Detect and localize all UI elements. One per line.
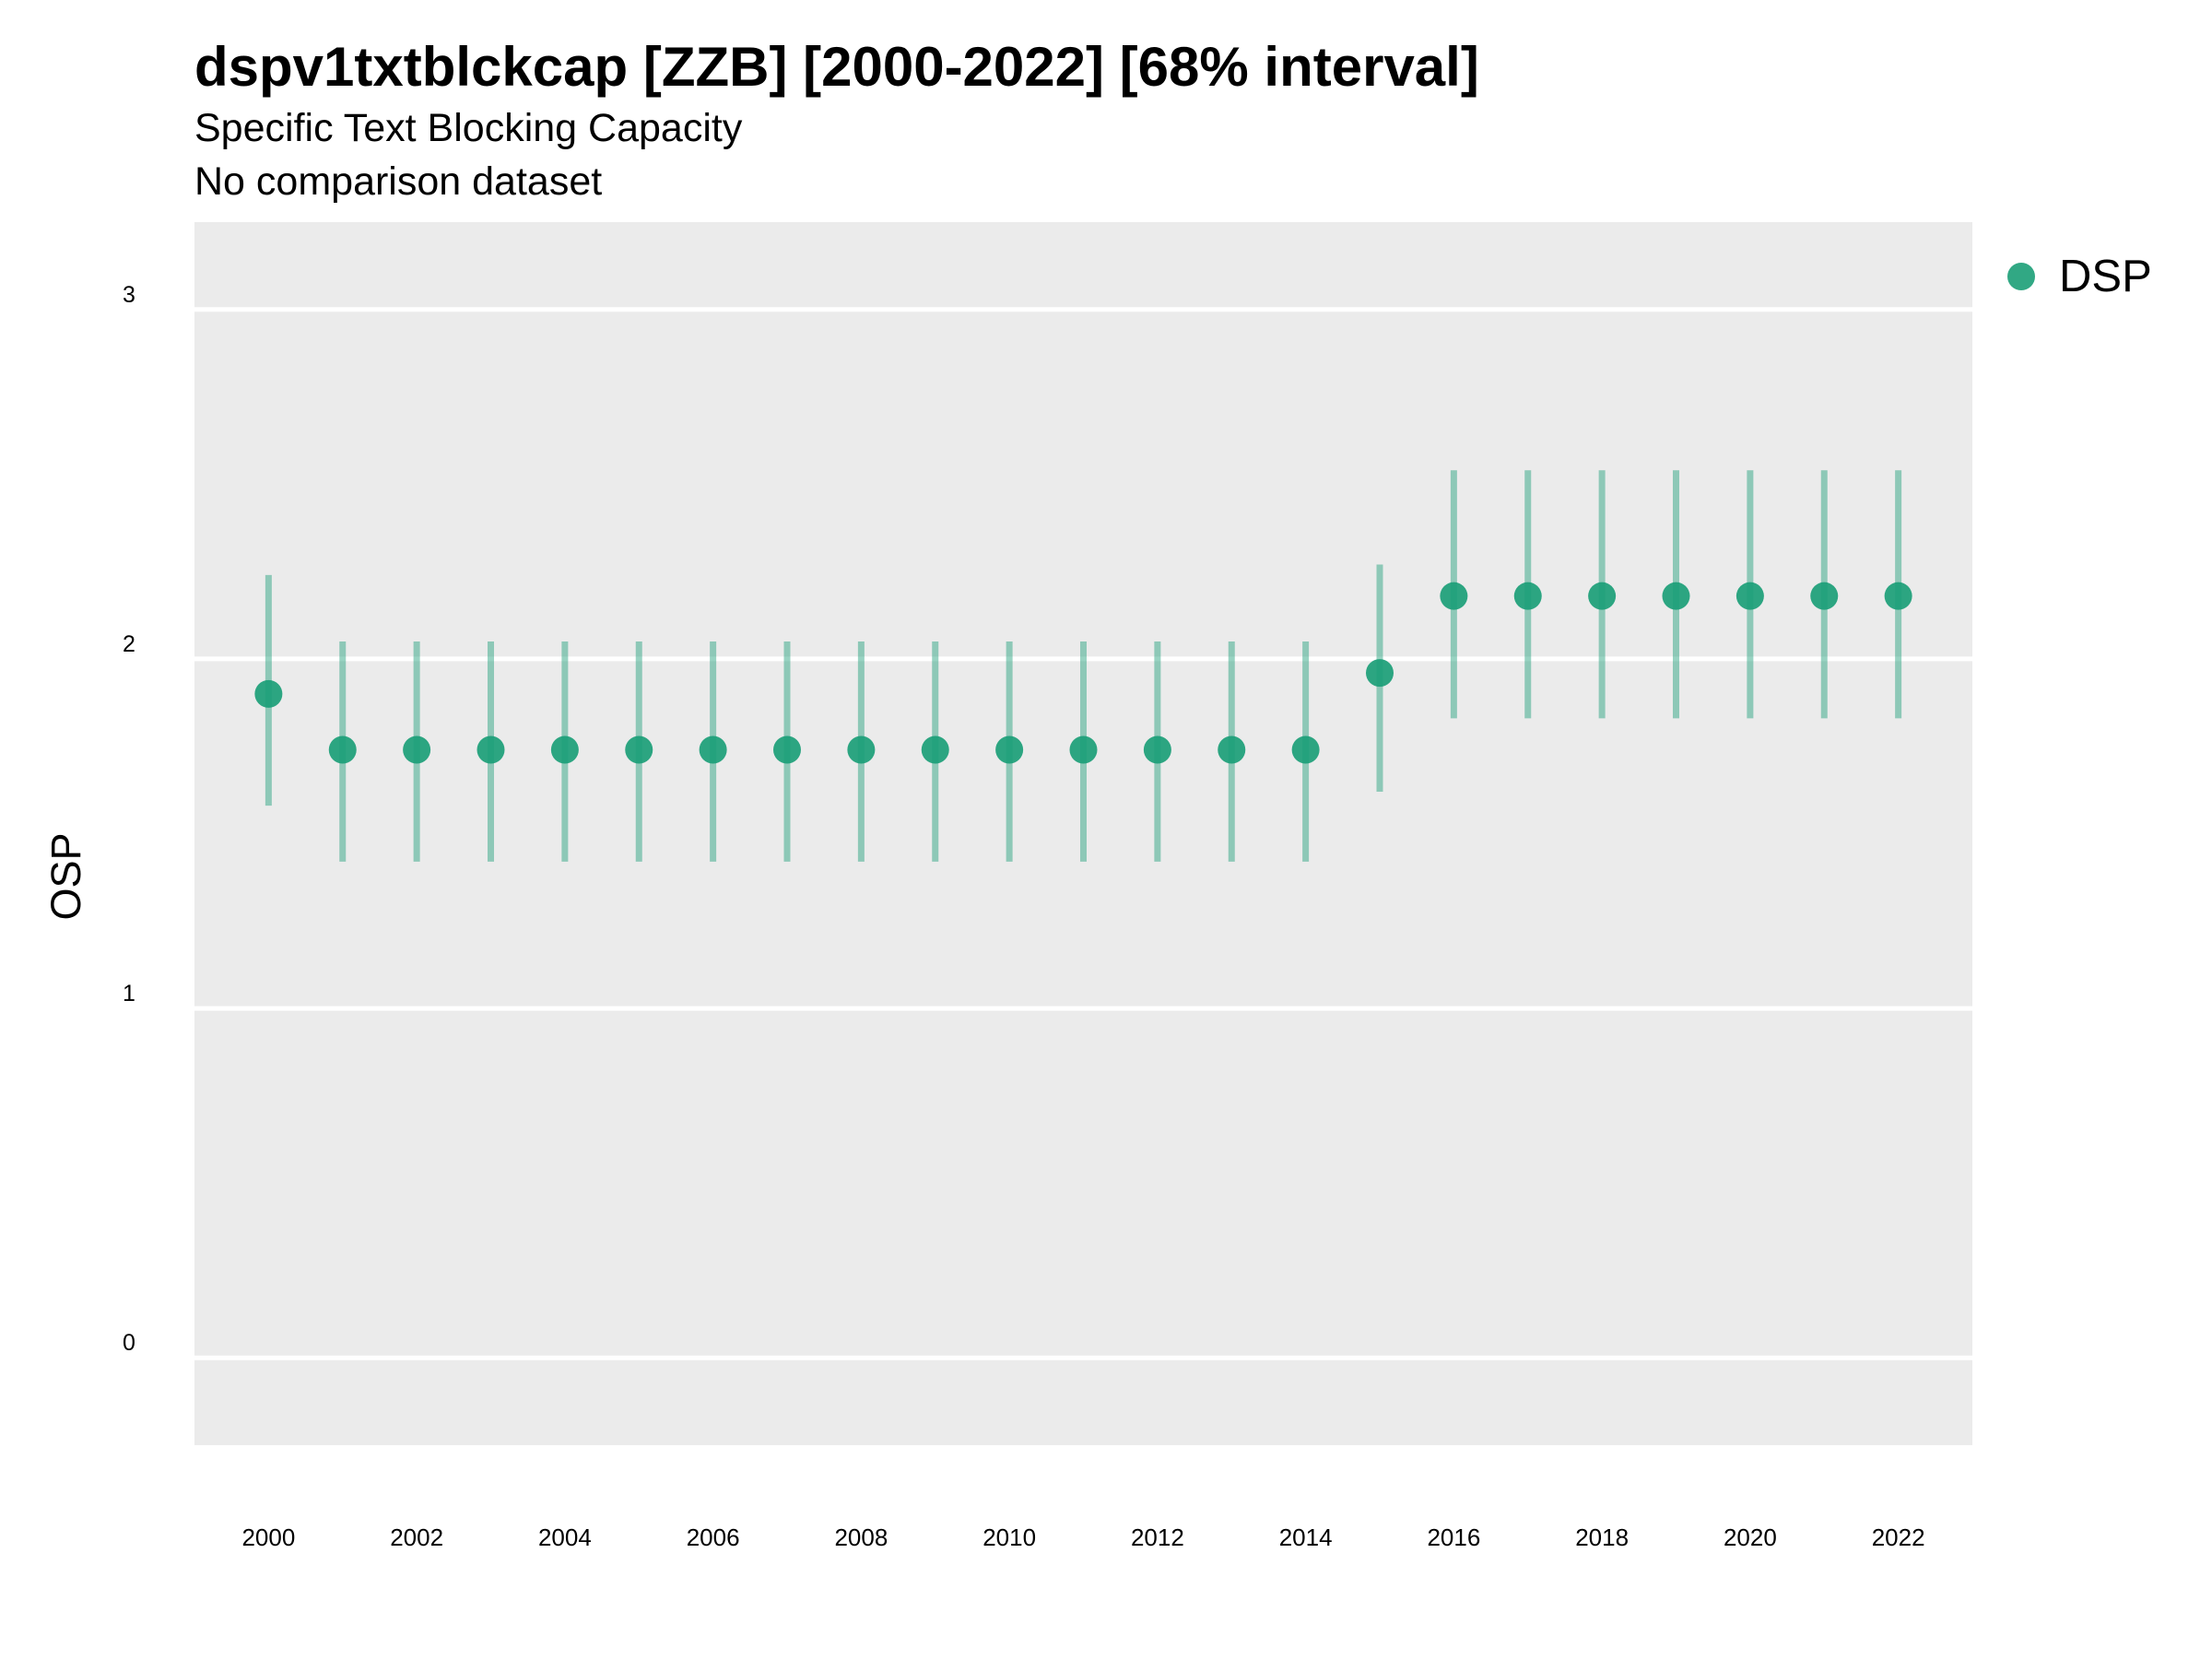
y-tick-label-2: 2 <box>123 631 135 657</box>
data-point-2014 <box>1291 735 1320 764</box>
x-tick-label-2004: 2004 <box>538 1524 592 1551</box>
data-point-2008 <box>847 735 876 764</box>
chart-title: dspv1txtblckcap [ZZB] [2000-2022] [68% i… <box>194 36 1479 98</box>
x-tick-label-2022: 2022 <box>1872 1524 1925 1551</box>
data-point-2007 <box>773 735 801 764</box>
x-tick-label-2016: 2016 <box>1427 1524 1480 1551</box>
data-point-2015 <box>1366 659 1394 688</box>
x-tick-label-2012: 2012 <box>1131 1524 1184 1551</box>
data-point-2013 <box>1218 735 1246 764</box>
data-point-2022 <box>1884 582 1912 610</box>
y-tick-label-3: 3 <box>123 282 135 308</box>
x-tick-label-2008: 2008 <box>834 1524 888 1551</box>
data-point-2001 <box>328 735 357 764</box>
x-tick-label-2006: 2006 <box>687 1524 740 1551</box>
data-point-2019 <box>1662 582 1690 610</box>
gridlines <box>157 307 1972 1360</box>
y-tick-label-0: 0 <box>123 1330 135 1356</box>
data-point-2006 <box>699 735 727 764</box>
data-point-2021 <box>1810 582 1839 610</box>
x-tick-labels: 2000 2002 2004 2006 2008 2010 2012 2014 2016 2018… <box>241 1524 1924 1551</box>
data-point-2010 <box>995 735 1024 764</box>
x-tick-label-2010: 2010 <box>982 1524 1036 1551</box>
data-series-dsp <box>254 470 1912 862</box>
data-point-2002 <box>403 735 431 764</box>
data-point-2020 <box>1735 582 1764 610</box>
plot-panel <box>194 222 1972 1445</box>
data-point-2016 <box>1440 582 1468 610</box>
chart-caption: No comparison dataset <box>194 159 603 204</box>
data-point-2004 <box>550 735 579 764</box>
data-point-2005 <box>625 735 653 764</box>
x-tick-label-2000: 2000 <box>241 1524 295 1551</box>
x-tick-label-2014: 2014 <box>1279 1524 1333 1551</box>
x-tick-label-2002: 2002 <box>390 1524 443 1551</box>
data-point-2017 <box>1513 582 1542 610</box>
data-point-2000 <box>254 679 283 708</box>
legend: DSP <box>2007 251 2152 302</box>
x-tick-label-2018: 2018 <box>1575 1524 1629 1551</box>
data-point-2011 <box>1069 735 1098 764</box>
data-point-2009 <box>921 735 949 764</box>
x-tick-label-2020: 2020 <box>1724 1524 1777 1551</box>
data-point-2003 <box>477 735 505 764</box>
legend-key-dsp <box>2007 263 2035 290</box>
legend-label-dsp: DSP <box>2059 252 2152 301</box>
data-point-2012 <box>1143 735 1171 764</box>
y-tick-labels: 0 1 2 3 <box>123 282 135 1356</box>
chart-subtitle: Specific Text Blocking Capacity <box>194 106 743 150</box>
y-tick-label-1: 1 <box>123 981 135 1006</box>
data-point-2018 <box>1588 582 1617 610</box>
